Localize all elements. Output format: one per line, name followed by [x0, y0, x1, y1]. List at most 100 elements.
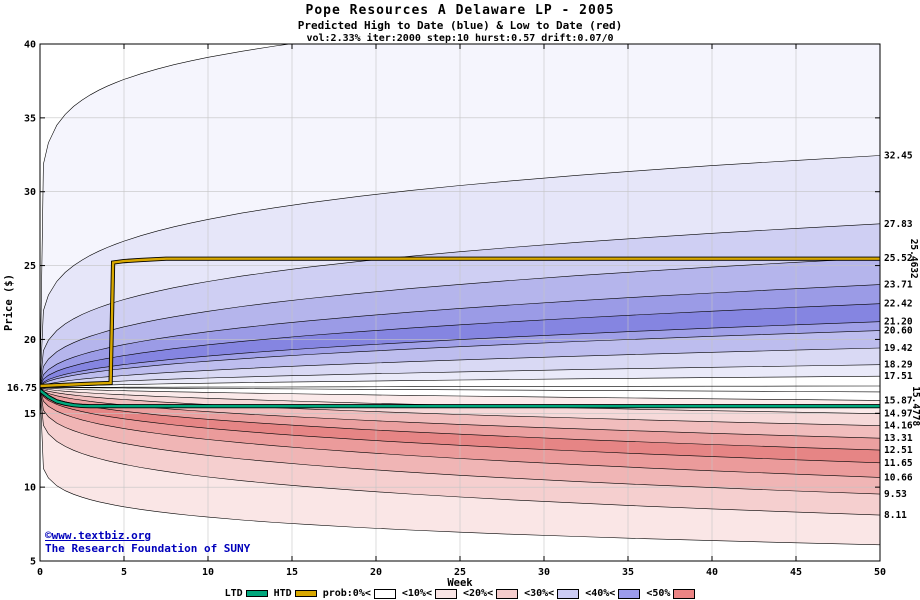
x-tick-label: 0 [37, 567, 43, 578]
x-tick-label: 10 [202, 567, 214, 578]
right-price-label: 21.20 [884, 317, 913, 328]
y-tick-label: 5 [30, 557, 36, 568]
right-price-label: 23.71 [884, 280, 913, 291]
chart-subtitle: Predicted High to Date (blue) & Low to D… [297, 19, 623, 32]
band-boundary-line [40, 387, 880, 426]
legend-label: <30%< [524, 588, 555, 599]
plot-area [40, 44, 880, 561]
y-tick-label: 10 [24, 483, 36, 494]
x-tick-label: 5 [121, 567, 127, 578]
right-price-label: 10.66 [884, 472, 913, 483]
legend-swatch [673, 588, 696, 599]
y-axis-title: Price ($) [3, 274, 15, 331]
x-tick-label: 50 [874, 567, 886, 578]
x-tick-label: 15 [286, 567, 298, 578]
band-boundary-line [40, 387, 880, 546]
legend-swatch [434, 588, 457, 599]
htd-line [40, 257, 880, 388]
legend-item: prob:0%< [323, 588, 396, 599]
legend: LTD HTD prob:0%< <10%< <20%< <30%< <40%< <50% [0, 588, 920, 599]
legend-swatch [373, 588, 396, 599]
copyright-block: ©www.textbiz.org The Research Foundation… [45, 529, 250, 555]
right-price-label: 13.31 [884, 433, 913, 444]
band-boundary-line [40, 387, 880, 464]
high-prob-band-7 [40, 257, 880, 388]
band-boundary-line [40, 155, 880, 388]
legend-swatch [557, 588, 580, 599]
legend-item: <30%< [524, 588, 580, 599]
high-prob-band-10 [40, 44, 880, 388]
right-price-label: 25.52 [884, 253, 913, 264]
legend-item: <20%< [463, 588, 519, 599]
legend-item: <10%< [402, 588, 457, 599]
y-tick-label: 30 [24, 187, 36, 198]
band-boundary-line [40, 257, 880, 388]
low-prob-band-5 [40, 387, 880, 463]
right-price-label: 17.51 [884, 371, 913, 382]
right-price-label: 14.16 [884, 421, 913, 432]
y-tick-label: 35 [24, 113, 36, 124]
legend-swatch [496, 588, 519, 599]
right-price-label: 11.65 [884, 458, 913, 469]
high-prob-band-5 [40, 303, 880, 388]
band-boundary-line [40, 387, 880, 401]
high-prob-band-9 [40, 155, 880, 388]
right-price-label: 15.87 [884, 395, 913, 406]
x-tick-label: 35 [622, 567, 634, 578]
band-boundary-line [40, 347, 880, 388]
legend-item: <50% [646, 588, 696, 599]
high-prob-band-8 [40, 223, 880, 388]
y-tick-label: 25 [24, 261, 36, 272]
band-boundary-line [40, 321, 880, 388]
x-tick-label: 30 [538, 567, 550, 578]
legend-label: HTD [273, 588, 292, 599]
right-price-label: 9.53 [884, 489, 907, 500]
start-price-label: 16.75 [7, 383, 37, 394]
x-axis-title: Week [447, 577, 473, 589]
right-price-label: 14.97 [884, 409, 913, 420]
high-prob-band-6 [40, 284, 880, 388]
legend-item: HTD [274, 588, 317, 599]
legend-swatch [294, 590, 317, 597]
y-tick-label: 15 [24, 409, 36, 420]
band-boundary-line [40, 387, 880, 495]
right-price-label: 8.11 [884, 510, 907, 521]
band-boundary-line [40, 303, 880, 388]
legend-item: <40%< [585, 588, 641, 599]
legend-label: <10%< [401, 588, 432, 599]
legend-label: prob:0%< [322, 588, 371, 599]
right-price-label: 12.51 [884, 445, 913, 456]
band-boundary-line [40, 284, 880, 388]
band-boundary-line [40, 387, 880, 393]
chart-params: vol:2.33% iter:2000 step:10 hurst:0.57 d… [306, 33, 614, 44]
low-prob-band-4 [40, 387, 880, 451]
legend-swatch [618, 588, 641, 599]
band-boundary-line [40, 330, 880, 388]
ltd-line [40, 389, 880, 408]
legend-item: LTD [225, 588, 268, 599]
legend-label: <50% [646, 588, 671, 599]
x-tick-label: 45 [790, 567, 802, 578]
ltd-final-label: 15.4778 [910, 386, 920, 426]
htd-final-label: 25.4632 [908, 239, 919, 279]
band-boundary-line [40, 387, 880, 516]
right-price-label: 32.45 [884, 151, 913, 162]
right-price-label: 22.42 [884, 299, 913, 310]
chart-title: Pope Resources A Delaware LP - 2005 [305, 3, 615, 18]
x-tick-label: 25 [454, 567, 466, 578]
low-prob-band-9 [40, 387, 880, 545]
low-prob-band-3 [40, 387, 880, 439]
title-block: Pope Resources A Delaware LP - 2005 Pred… [0, 3, 920, 44]
legend-label: <40%< [585, 588, 616, 599]
right-price-label: 20.60 [884, 326, 913, 337]
right-price-label: 27.83 [884, 219, 913, 230]
y-tick-label: 40 [24, 40, 36, 51]
band-boundary-line [40, 223, 880, 388]
legend-label: LTD [224, 588, 243, 599]
copyright-link[interactable]: ©www.textbiz.org [45, 529, 151, 542]
x-tick-label: 40 [706, 567, 718, 578]
right-price-label: 19.42 [884, 343, 913, 354]
legend-swatch [245, 590, 268, 597]
